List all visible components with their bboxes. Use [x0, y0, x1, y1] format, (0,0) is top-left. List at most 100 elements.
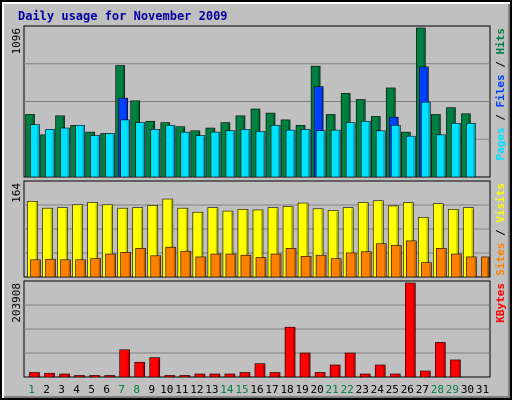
bar-kbytes-day-17 — [269, 372, 281, 378]
bar-shade-visits-day-30 — [471, 208, 473, 277]
bar-sites-day-16 — [255, 257, 267, 278]
bar-sites-day-12 — [195, 256, 207, 278]
bar-shade-kbytes-day-11 — [187, 376, 190, 377]
bar-shade-visits-day-2 — [50, 209, 53, 277]
bar-shade-kbytes-day-12 — [202, 375, 205, 377]
legend-pages: Pages — [494, 127, 507, 160]
bar-pages-day-1 — [30, 124, 40, 178]
bar-shade-kbytes-day-16 — [262, 364, 265, 377]
bar-sites-day-26 — [406, 240, 417, 278]
bar-shade-pages-day-22 — [353, 123, 355, 177]
bar-shade-pages-day-14 — [232, 131, 235, 177]
bar-shade-kbytes-day-27 — [428, 372, 430, 377]
bar-pages-day-3 — [60, 127, 70, 178]
bar-pages-day-27 — [421, 101, 431, 178]
bar-kbytes-day-14 — [224, 373, 236, 378]
bar-shade-visits-day-23 — [366, 203, 368, 277]
bar-pages-day-2 — [45, 129, 55, 178]
bar-sites-day-19 — [300, 256, 312, 278]
bar-shade-visits-day-29 — [456, 210, 458, 277]
bar-shade-pages-day-3 — [67, 129, 70, 177]
bar-shade-pages-day-16 — [262, 132, 265, 177]
bar-shade-visits-day-19 — [306, 204, 308, 277]
bar-kbytes-day-6 — [104, 375, 115, 378]
bar-shade-pages-day-4 — [82, 126, 85, 177]
bar-shade-sites-day-25 — [399, 246, 401, 277]
bar-sites-day-5 — [90, 258, 101, 278]
x-tick-label: 24 — [371, 383, 385, 396]
bar-sites-day-15 — [240, 254, 252, 278]
x-tick-label: 3 — [58, 383, 65, 396]
bar-shade-kbytes-day-1 — [37, 373, 39, 377]
bar-shade-kbytes-day-3 — [67, 375, 70, 377]
bar-shade-pages-day-29 — [458, 124, 460, 177]
bar-shade-kbytes-day-20 — [323, 373, 325, 377]
bar-shade-pages-day-13 — [217, 133, 220, 177]
x-tick-label: 22 — [341, 383, 354, 396]
bar-sites-day-22 — [345, 252, 357, 278]
bar-shade-visits-day-6 — [110, 205, 113, 277]
bar-shade-kbytes-day-9 — [157, 358, 160, 377]
x-tick-label: 23 — [356, 383, 369, 396]
bar-pages-day-24 — [375, 130, 386, 178]
x-tick-label: 7 — [118, 383, 125, 396]
bar-pages-day-12 — [195, 135, 206, 178]
bar-shade-sites-day-12 — [203, 257, 206, 277]
bar-shade-visits-day-12 — [200, 213, 203, 277]
bar-shade-pages-day-17 — [278, 126, 280, 177]
chart-title: Daily usage for November 2009 — [18, 9, 228, 23]
x-tick-label: 10 — [160, 383, 173, 396]
bar-shade-pages-day-2 — [52, 130, 55, 177]
bar-shade-sites-day-14 — [233, 255, 236, 277]
bar-pages-day-15 — [240, 129, 251, 178]
bar-shade-kbytes-day-19 — [308, 354, 310, 377]
bar-kbytes-day-24 — [374, 364, 386, 378]
bar-shade-visits-day-9 — [155, 206, 158, 277]
bar-shade-visits-day-20 — [321, 209, 323, 277]
bar-shade-visits-day-1 — [35, 202, 37, 277]
bar-pages-day-25 — [390, 125, 401, 178]
bar-shade-kbytes-day-18 — [293, 328, 295, 377]
bar-shade-sites-day-8 — [143, 249, 146, 277]
bar-shade-visits-day-8 — [140, 208, 143, 277]
x-tick-label: 6 — [103, 383, 110, 396]
bar-kbytes-day-26 — [405, 282, 416, 378]
bar-sites-day-28 — [436, 248, 447, 278]
bar-kbytes-day-3 — [59, 373, 70, 378]
bar-kbytes-day-21 — [329, 364, 341, 378]
legend-separator: / — [494, 223, 507, 243]
legend-visits-sites: Sites / Visits — [494, 183, 507, 276]
bar-pages-day-22 — [345, 122, 356, 178]
bar-shade-visits-day-28 — [441, 204, 443, 277]
bar-shade-visits-day-17 — [276, 208, 278, 277]
bar-sites-day-8 — [135, 248, 147, 278]
bar-shade-visits-day-22 — [351, 208, 353, 277]
bar-shade-visits-day-27 — [426, 218, 428, 277]
bar-sites-day-17 — [270, 253, 282, 278]
bar-pages-day-28 — [436, 134, 446, 178]
panel-visits-sites: 164 Sites / Visits — [10, 180, 507, 278]
bar-pages-day-6 — [105, 133, 115, 178]
bar-shade-pages-day-6 — [112, 134, 115, 177]
x-tick-label: 28 — [431, 383, 444, 396]
bar-shade-sites-day-27 — [429, 263, 431, 277]
bar-shade-kbytes-day-14 — [232, 375, 235, 377]
bar-shade-kbytes-day-4 — [82, 376, 85, 377]
bar-pages-day-9 — [150, 129, 161, 178]
bar-sites-day-27 — [421, 262, 432, 278]
bar-shade-pages-day-9 — [157, 130, 160, 177]
bar-sites-day-13 — [210, 253, 222, 278]
bar-pages-day-16 — [255, 131, 266, 178]
bar-shade-sites-day-28 — [444, 249, 446, 277]
bar-shade-kbytes-day-28 — [443, 343, 445, 377]
bar-shade-sites-day-3 — [68, 260, 71, 277]
bar-pages-day-4 — [75, 125, 85, 178]
x-tick-label: 12 — [190, 383, 203, 396]
panel-hits-files-pages: 1096 Pages / Files / Hits — [10, 25, 507, 178]
bar-sites-day-29 — [451, 253, 462, 278]
x-tick-label: 21 — [326, 383, 339, 396]
bar-pages-day-13 — [210, 131, 221, 178]
bar-sites-day-30 — [466, 256, 477, 278]
bar-kbytes-day-12 — [194, 373, 206, 378]
